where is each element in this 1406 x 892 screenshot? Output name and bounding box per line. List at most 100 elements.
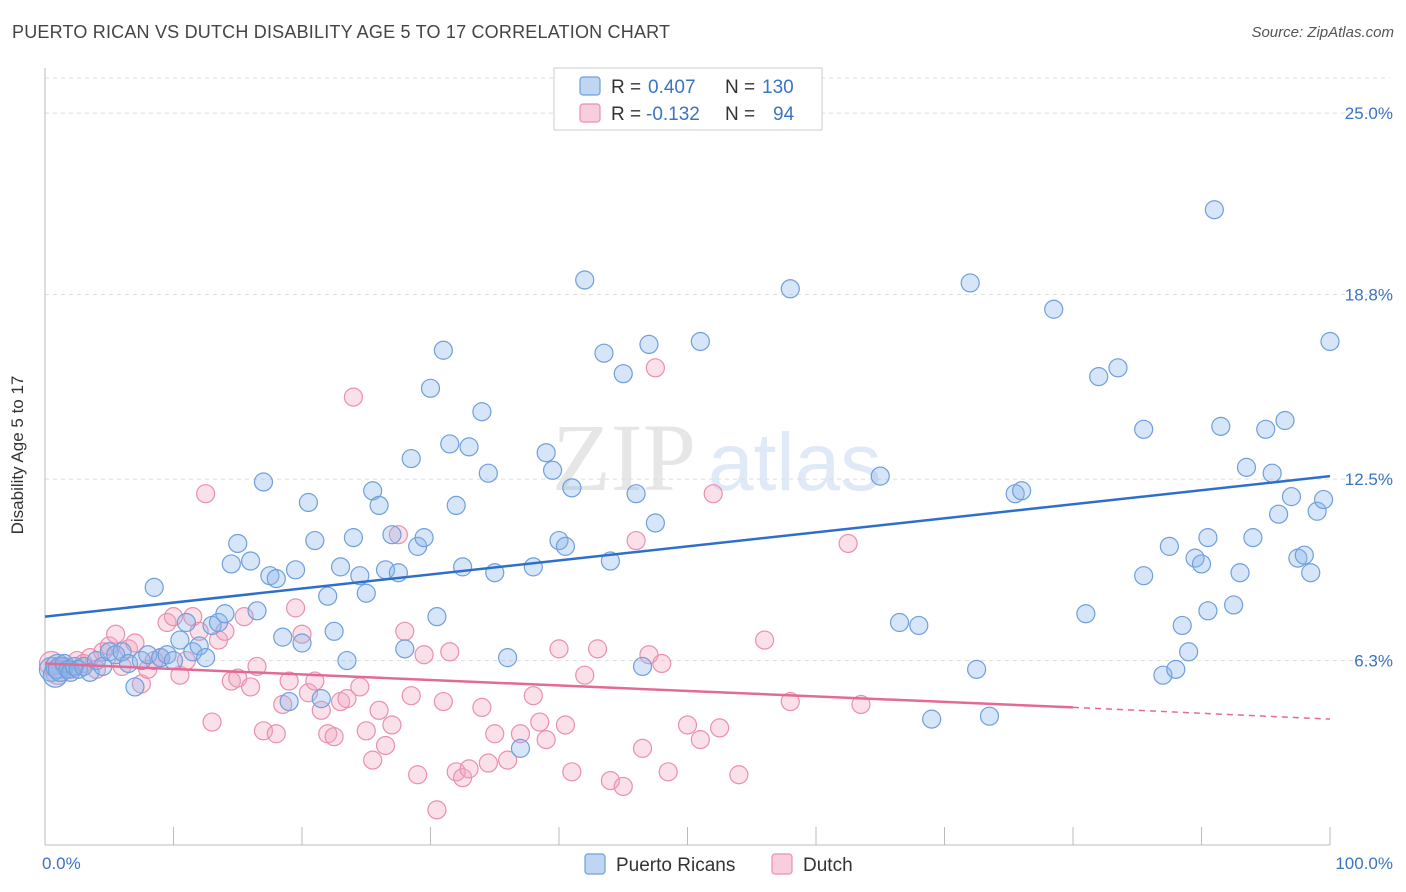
chart-title: PUERTO RICAN VS DUTCH DISABILITY AGE 5 T…	[12, 22, 671, 42]
puerto-ricans-point-27	[189, 636, 209, 656]
dutch-point-70	[530, 712, 550, 732]
puerto-ricans-point-56	[382, 525, 402, 545]
dutch-point-71	[536, 730, 556, 750]
puerto-ricans-point-75	[536, 443, 556, 463]
dutch-point-75	[575, 665, 595, 685]
dutch-point-66	[485, 724, 505, 744]
puerto-ricans-point-121	[1262, 463, 1282, 483]
puerto-ricans-point-102	[1108, 358, 1128, 378]
puerto-ricans-point-129	[1313, 489, 1334, 510]
puerto-ricans-point-49	[337, 650, 357, 671]
puerto-ricans-point-76	[542, 460, 563, 480]
dutch-point-55	[401, 686, 421, 706]
dutch-point-53	[388, 525, 408, 545]
dutch-point-68	[510, 724, 531, 744]
puerto-ricans-point-130	[1320, 331, 1340, 352]
dutch-point-74	[562, 762, 582, 782]
puerto-ricans-point-95	[967, 659, 987, 679]
dutch-point-40	[305, 671, 325, 691]
puerto-ricans-point-25	[176, 612, 196, 633]
dutch-point-58	[427, 800, 447, 820]
dutch-point-76	[587, 639, 608, 659]
legend-swatch-pink	[579, 103, 601, 123]
dutch-point-51	[375, 735, 396, 756]
dutch-point-67	[498, 750, 518, 770]
dutch-point-63	[459, 759, 479, 779]
puerto-ricans-point-66	[446, 495, 466, 516]
puerto-ricans-point-124	[1281, 487, 1302, 507]
dutch-point-65	[478, 753, 498, 773]
dutch-point-88	[729, 765, 749, 785]
puerto-ricans-point-68	[459, 437, 479, 457]
dutch-point-57	[414, 645, 434, 665]
puerto-ricans-point-126	[1294, 545, 1314, 565]
puerto-ricans-point-111	[1191, 554, 1212, 574]
puerto-ricans-point-17	[125, 677, 145, 697]
dutch-point-72	[549, 639, 569, 659]
puerto-ricans-point-24	[170, 630, 190, 650]
puerto-ricans-point-40	[279, 691, 299, 712]
puerto-ricans-point-34	[241, 551, 261, 571]
puerto-ricans-point-107	[1166, 659, 1186, 679]
dutch-point-87	[710, 718, 730, 738]
dutch-point-78	[613, 776, 633, 797]
y-tick-label-2: 18.8%	[1345, 286, 1393, 305]
legend: R = 0.407 N = 130 R = -0.132 N = 94	[553, 67, 823, 131]
chart-source: Source: ZipAtlas.com	[1251, 24, 1394, 41]
legend-r-value-pink: -0.132	[646, 104, 700, 125]
puerto-ricans-point-65	[440, 434, 460, 454]
puerto-ricans-point-78	[555, 536, 576, 556]
puerto-ricans-point-59	[401, 448, 421, 469]
watermark: ZIP atlas	[552, 404, 881, 511]
puerto-ricans-point-106	[1159, 536, 1179, 556]
puerto-ricans-point-67	[453, 557, 473, 577]
dutch-point-60	[440, 642, 460, 662]
dutch-point-46	[343, 387, 363, 407]
bottom-legend-label-dutch: Dutch	[803, 855, 853, 876]
puerto-ricans-point-64	[433, 340, 453, 360]
trend-lines	[44, 474, 1331, 720]
dutch-points	[38, 358, 871, 820]
puerto-ricans-point-50	[343, 528, 363, 548]
puerto-ricans-point-103	[1134, 419, 1154, 439]
puerto-ricans-point-38	[266, 568, 286, 589]
bottom-legend: Puerto Ricans Dutch	[584, 853, 853, 876]
puerto-ricans-point-114	[1204, 200, 1224, 220]
x-tick-label-0: 0.0%	[42, 854, 81, 873]
dutch-point-50	[369, 700, 389, 720]
puerto-ricans-point-58	[395, 639, 415, 659]
puerto-ricans-point-100	[1076, 604, 1096, 624]
dutch-point-10	[106, 624, 126, 644]
puerto-ricans-point-87	[645, 513, 665, 533]
dutch-point-91	[838, 533, 858, 554]
puerto-ricans-point-104	[1134, 566, 1154, 586]
puerto-ricans-point-99	[1044, 299, 1064, 319]
puerto-ricans-point-116	[1224, 595, 1244, 615]
puerto-ricans-point-96	[979, 706, 1000, 726]
legend-n-value-blue: 130	[762, 77, 794, 98]
dutch-point-84	[677, 715, 698, 735]
dutch-trend-line	[44, 662, 1074, 709]
dutch-point-45	[337, 689, 357, 709]
legend-r-label-blue: R =	[611, 77, 641, 98]
puerto-ricans-point-109	[1179, 642, 1199, 662]
puerto-ricans-point-101	[1089, 367, 1109, 387]
puerto-ricans-point-113	[1198, 528, 1218, 548]
dutch-point-79	[626, 530, 646, 551]
legend-r-value-blue: 0.407	[648, 77, 696, 98]
puerto-ricans-point-41	[285, 560, 306, 580]
puerto-ricans-point-28	[196, 648, 216, 668]
puerto-ricans-point-69	[472, 402, 492, 422]
puerto-ricans-point-92	[909, 615, 929, 636]
puerto-ricans-point-80	[575, 270, 595, 290]
dutch-point-59	[433, 691, 453, 712]
puerto-ricans-point-44	[305, 530, 325, 551]
y-tick-label-0: 6.3%	[1354, 652, 1393, 671]
gridlines	[45, 77, 1390, 662]
dutch-point-73	[555, 715, 576, 735]
puerto-ricans-point-54	[369, 495, 389, 516]
puerto-ricans-point-91	[889, 612, 910, 633]
y-tick-labels: 6.3% 12.5% 18.8% 25.0%	[1345, 104, 1393, 670]
puerto-ricans-point-70	[478, 463, 498, 483]
